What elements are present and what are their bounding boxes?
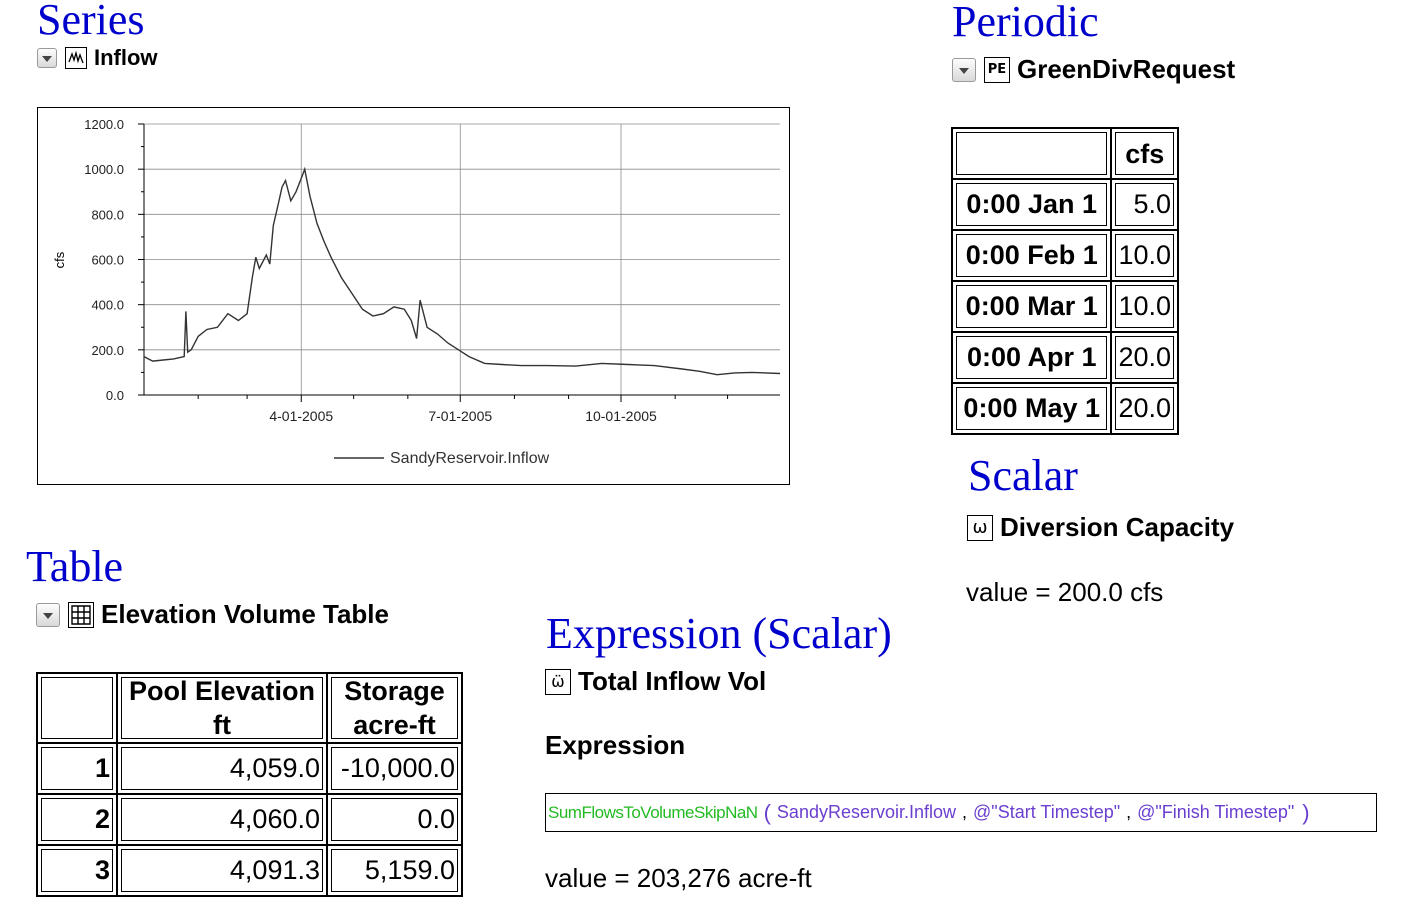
row-label: 0:00 Apr 1	[950, 331, 1113, 384]
table-row: 2 4,060.0 0.0	[36, 793, 463, 846]
expr-separator: ,	[1126, 802, 1132, 822]
inflow-chart: 1200.0 1000.0 800.0 600.0 400.0 200.0 0.0 4-01…	[52, 117, 781, 467]
total-inflow-vol-slot-name: Total Inflow Vol	[578, 666, 767, 696]
y-tick-label: 1000.0	[84, 162, 124, 177]
legend-label: SandyReservoir.Inflow	[390, 450, 550, 467]
x-tick-label: 4-01-2005	[269, 408, 333, 424]
total-inflow-vol-slot-title: ω̈ Total Inflow Vol	[545, 666, 766, 697]
periodic-table: cfs 0:00 Jan 1 5.0 0:00 Feb 1 10.0 0:00 Ma…	[950, 127, 1179, 435]
expression-label: Expression	[545, 730, 686, 760]
x-axis-ticks: 4-01-2005 7-01-2005 10-01-2005	[197, 395, 729, 424]
elevation-volume-slot-name: Elevation Volume Table	[101, 599, 389, 629]
header-line: Storage	[344, 676, 445, 706]
pool-elevation-header: Pool Elevation ft	[116, 672, 328, 744]
elevation-volume-table: Pool Elevation ft Storage acre-ft 1 4,059.0…	[36, 672, 463, 897]
elevation-volume-slot-title: Elevation Volume Table	[36, 599, 389, 630]
expr-arg-start: @"Start Timestep"	[973, 802, 1121, 822]
expr-arg-slot: SandyReservoir.Inflow	[776, 802, 957, 822]
header-line: Pool Elevation	[128, 676, 316, 706]
cell-value[interactable]: 5.0	[1110, 178, 1179, 231]
table-row: 0:00 Apr 1 20.0	[950, 331, 1179, 384]
x-tick-label: 7-01-2005	[428, 408, 492, 424]
y-tick-label: 1200.0	[84, 117, 124, 132]
row-label: 0:00 Mar 1	[950, 280, 1113, 333]
greendivrequest-slot-title: PE GreenDivRequest	[952, 54, 1235, 85]
dropdown-icon[interactable]	[952, 57, 976, 82]
scalar-omega-icon: ω	[967, 514, 993, 541]
cell-value[interactable]: 20.0	[1110, 382, 1179, 435]
x-tick-label: 10-01-2005	[585, 408, 657, 424]
row-number: 2	[36, 793, 118, 846]
inflow-plot[interactable]: 1200.0 1000.0 800.0 600.0 400.0 200.0 0.0 4-01…	[37, 107, 790, 485]
y-tick-label: 200.0	[91, 343, 124, 358]
table-row: 0:00 May 1 20.0	[950, 382, 1179, 435]
row-label: 0:00 May 1	[950, 382, 1113, 435]
expression-value: value = 203,276 acre-ft	[545, 863, 812, 893]
cell-value[interactable]: 20.0	[1110, 331, 1179, 384]
cell-value[interactable]: 4,091.3	[116, 844, 328, 897]
row-number: 1	[36, 742, 118, 795]
storage-header: Storage acre-ft	[326, 672, 463, 744]
table-row: 0:00 Mar 1 10.0	[950, 280, 1179, 333]
cell-value[interactable]: 5,159.0	[326, 844, 463, 897]
table-row: 3 4,091.3 5,159.0	[36, 844, 463, 897]
y-tick-label: 0.0	[106, 388, 124, 403]
diversion-capacity-slot-name: Diversion Capacity	[1000, 512, 1235, 542]
expr-separator: ,	[962, 802, 968, 822]
header-unit: ft	[213, 710, 231, 740]
chart-grid	[144, 123, 780, 395]
y-tick-label: 400.0	[91, 298, 124, 313]
dropdown-icon[interactable]	[36, 602, 60, 627]
table-grid-icon	[68, 601, 94, 628]
table-corner-cell	[36, 672, 118, 744]
cell-value[interactable]: 10.0	[1110, 229, 1179, 282]
expression-slot-icon: ω̈	[545, 668, 571, 695]
header-unit: acre-ft	[353, 710, 436, 740]
scalar-value: value = 200.0 cfs	[966, 577, 1164, 607]
expr-close-paren: )	[1302, 799, 1310, 825]
expr-open-paren: (	[763, 799, 771, 825]
table-heading: Table	[26, 542, 124, 591]
cell-value[interactable]: -10,000.0	[326, 742, 463, 795]
table-row: 0:00 Jan 1 5.0	[950, 178, 1179, 231]
cell-value[interactable]: 10.0	[1110, 280, 1179, 333]
y-axis-label: cfs	[52, 251, 67, 268]
table-row: 0:00 Feb 1 10.0	[950, 229, 1179, 282]
row-number: 3	[36, 844, 118, 897]
expr-function: SumFlowsToVolumeSkipNaN	[548, 802, 758, 822]
periodic-slot-icon: PE	[984, 56, 1010, 83]
row-label: 0:00 Feb 1	[950, 229, 1113, 282]
y-tick-label: 800.0	[91, 207, 124, 222]
series-heading: Series	[37, 0, 145, 44]
series-slot-icon	[65, 47, 87, 69]
series-line	[143, 166, 781, 376]
cell-value[interactable]: 4,060.0	[116, 793, 328, 846]
dropdown-icon[interactable]	[37, 48, 57, 68]
y-tick-label: 600.0	[91, 253, 124, 268]
table-row: 1 4,059.0 -10,000.0	[36, 742, 463, 795]
row-label: 0:00 Jan 1	[950, 178, 1113, 231]
periodic-column-header: cfs	[1110, 127, 1179, 180]
periodic-corner-cell	[950, 127, 1113, 180]
cell-value[interactable]: 4,059.0	[116, 742, 328, 795]
cell-value[interactable]: 0.0	[326, 793, 463, 846]
expr-arg-finish: @"Finish Timestep"	[1137, 802, 1295, 822]
diversion-capacity-slot-title: ω Diversion Capacity	[967, 512, 1234, 543]
inflow-slot-name: Inflow	[94, 45, 158, 70]
greendivrequest-slot-name: GreenDivRequest	[1017, 54, 1236, 84]
inflow-slot-title: Inflow	[37, 45, 158, 71]
expression-editor[interactable]: SumFlowsToVolumeSkipNaN ( SandyReservoir…	[545, 793, 1377, 832]
expression-heading: Expression (Scalar)	[546, 609, 892, 658]
periodic-heading: Periodic	[952, 0, 1099, 46]
scalar-heading: Scalar	[968, 451, 1078, 500]
y-axis-ticks: 1200.0 1000.0 800.0 600.0 400.0 200.0 0.0	[84, 117, 144, 403]
